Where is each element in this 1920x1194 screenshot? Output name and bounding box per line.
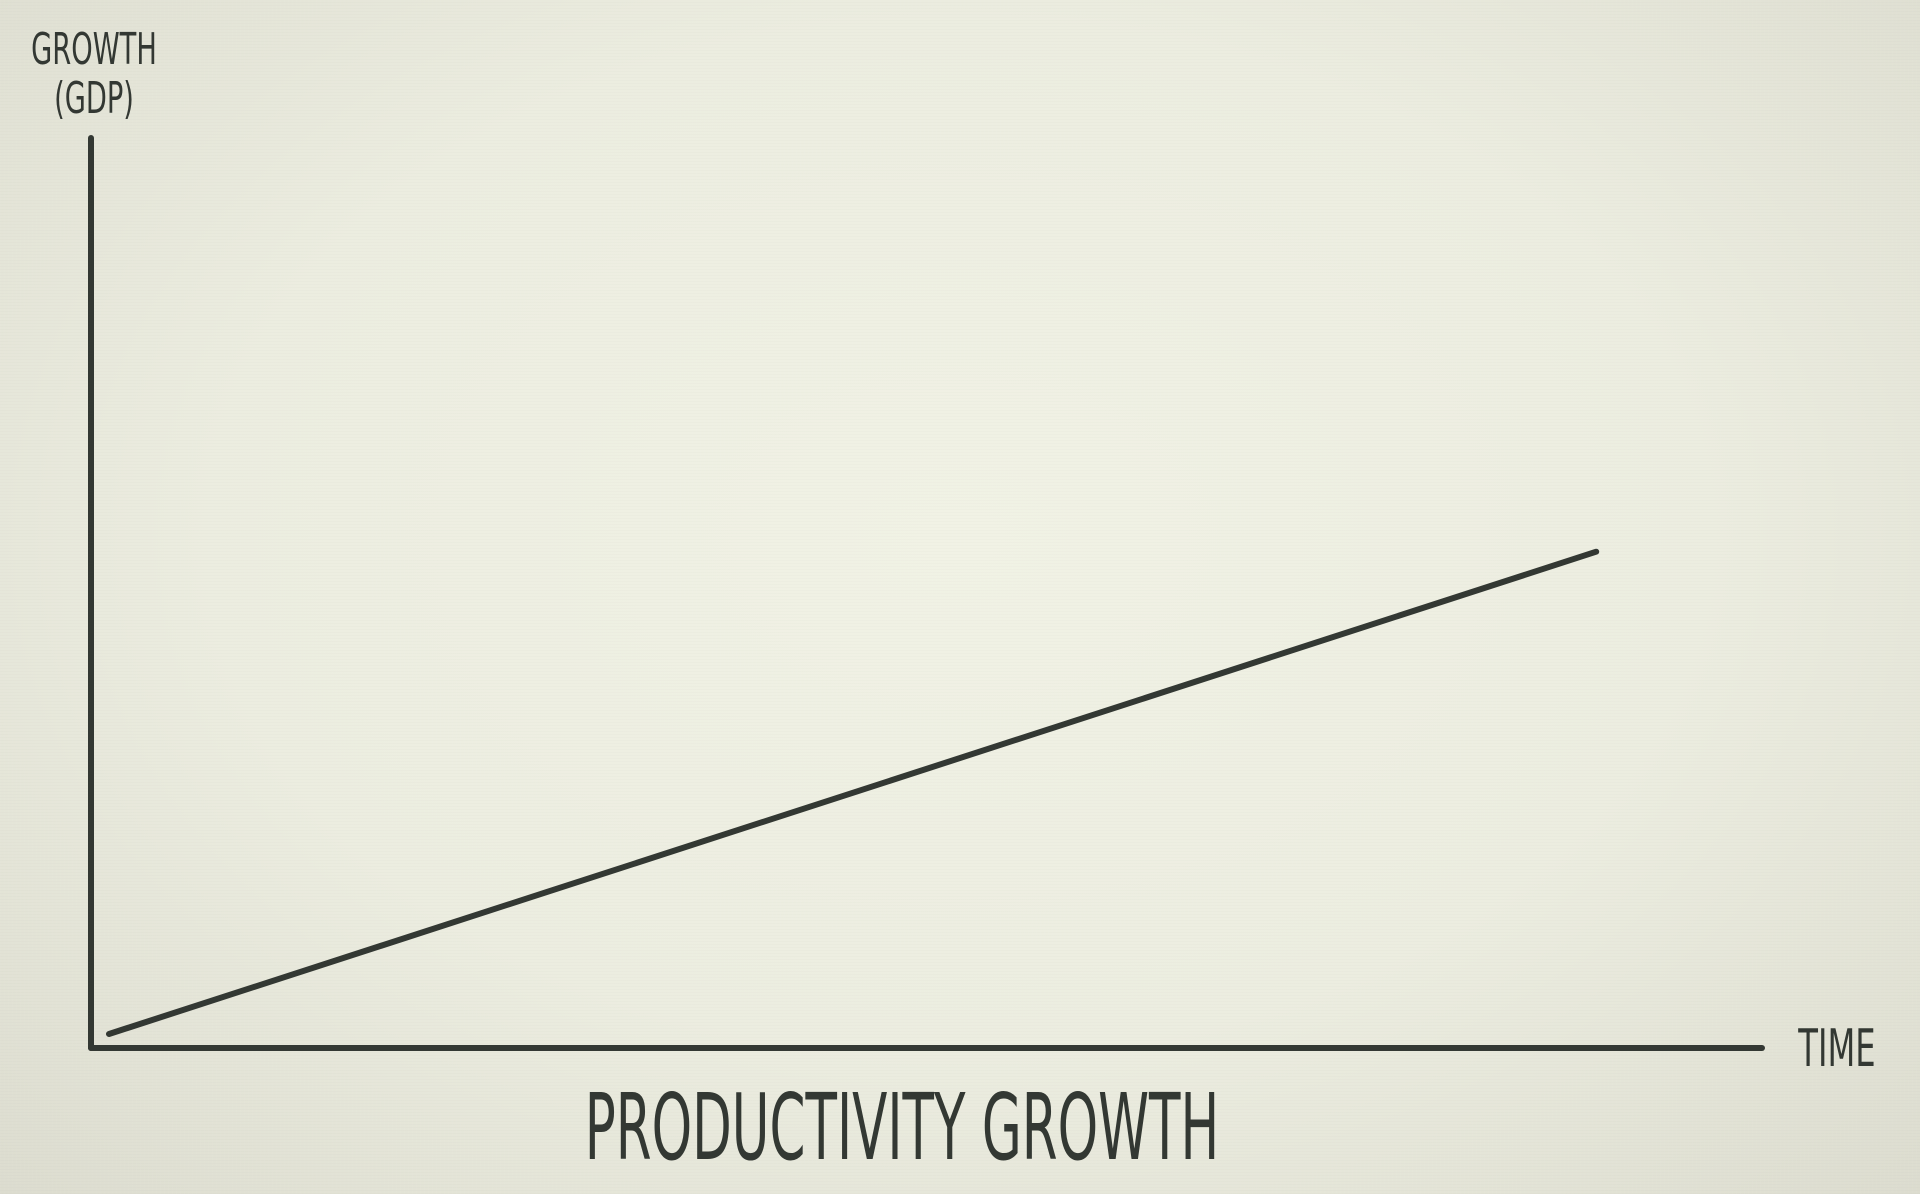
chart-axes [88, 135, 1765, 1051]
chart-title: PRODUCTIVITY GROWTH [585, 1074, 1220, 1181]
x-axis-label: TIME [1798, 1019, 1876, 1079]
y-axis-label-line1: GROWTH [31, 23, 157, 75]
y-axis-label-line2: (GDP) [54, 72, 134, 124]
series-line-0 [106, 548, 1600, 1037]
series-layer [106, 548, 1600, 1037]
